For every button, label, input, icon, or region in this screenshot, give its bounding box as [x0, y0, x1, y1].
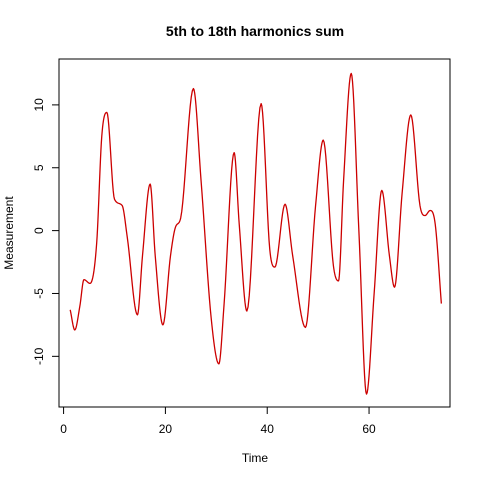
y-axis-label: Measurement [2, 196, 16, 270]
x-tick-label: 0 [60, 422, 67, 436]
y-tick-label: 10 [32, 98, 46, 112]
series-line [69, 72, 442, 395]
y-tick-label: -5 [32, 288, 46, 299]
y-axis: -10 -5 0 5 10 [32, 98, 59, 365]
y-tick-label: 0 [32, 227, 46, 234]
x-tick-label: 40 [261, 422, 275, 436]
x-axis-label: Time [242, 451, 269, 465]
plot-frame [58, 58, 451, 408]
chart-title: 5th to 18th harmonics sum [166, 23, 344, 39]
y-tick-label: 5 [32, 164, 46, 171]
y-tick-label: -10 [32, 347, 46, 365]
x-axis: 0 20 40 60 [60, 407, 376, 436]
x-tick-label: 20 [159, 422, 173, 436]
x-tick-label: 60 [362, 422, 376, 436]
